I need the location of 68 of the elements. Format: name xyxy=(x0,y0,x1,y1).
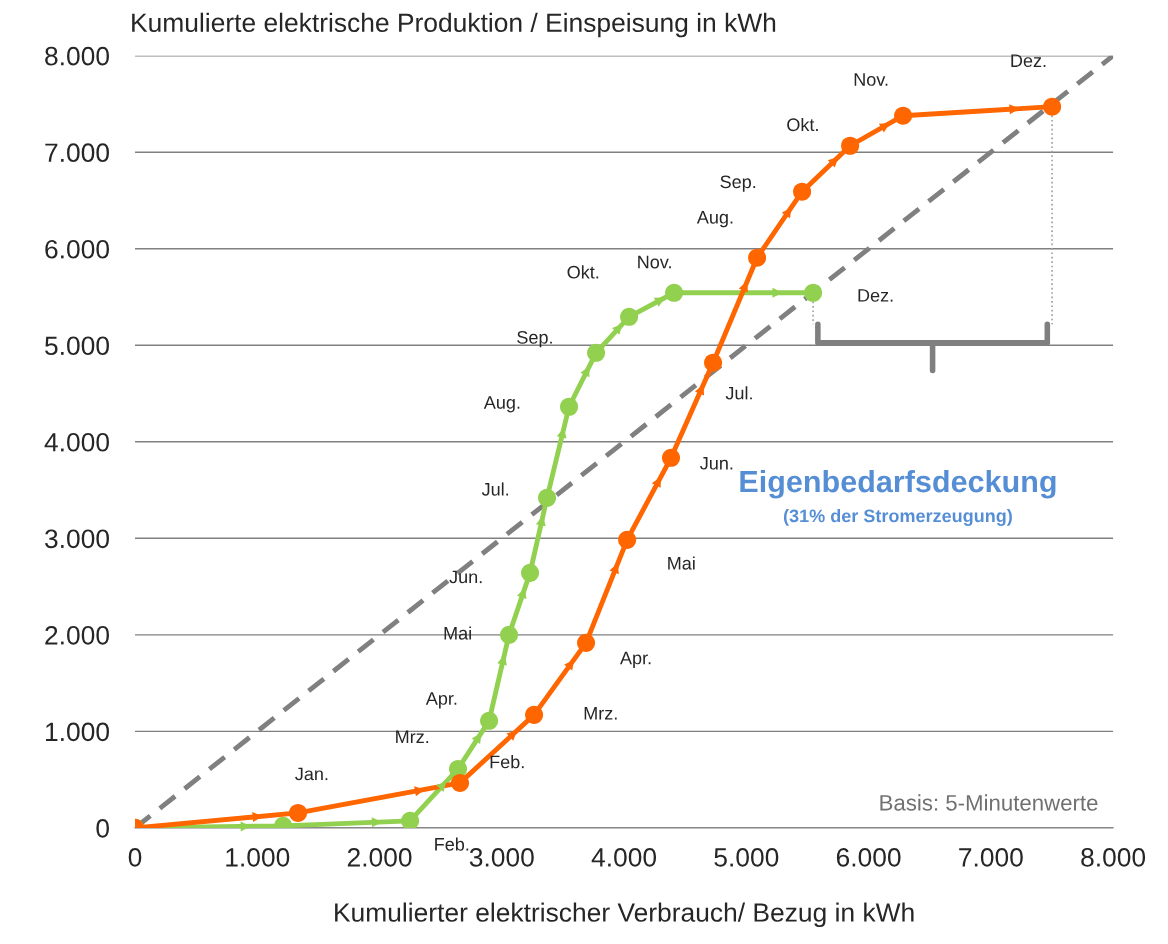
x-axis-title: Kumulierter elektrischer Verbrauch/ Bezug in kWh xyxy=(335,902,914,928)
point xyxy=(480,711,499,730)
y-tick-label: 8.000 xyxy=(45,46,109,66)
point xyxy=(618,530,637,549)
point xyxy=(661,448,681,467)
y-tick-label: 5.000 xyxy=(45,336,109,356)
point xyxy=(538,488,557,507)
annotation: Nov. xyxy=(854,73,888,86)
annotation: Nov. xyxy=(638,255,671,269)
annotation: (31% der Stromerzeugung) xyxy=(783,509,1012,526)
y-tick-label: 7.000 xyxy=(45,143,109,163)
annotation: Mrz. xyxy=(584,707,617,720)
point xyxy=(841,136,860,155)
x-tick-label: 1.000 xyxy=(226,848,290,867)
x-tick-label: 0 xyxy=(128,848,142,867)
y-tick-label: 3.000 xyxy=(45,529,109,549)
x-tick-label: 6.000 xyxy=(836,848,901,867)
point xyxy=(525,705,544,724)
annotation: Sep. xyxy=(517,330,552,348)
x-tick-label: 4.000 xyxy=(591,848,657,867)
annotation: Apr. xyxy=(620,651,651,668)
annotation: Aug. xyxy=(696,211,733,228)
annotation: Jun. xyxy=(700,457,733,470)
point xyxy=(560,397,579,416)
y-tick-label: 2.000 xyxy=(45,625,109,645)
x-tick-label: 3.000 xyxy=(469,848,534,867)
annotation: Apr. xyxy=(425,692,457,709)
point xyxy=(804,283,823,302)
y-tick-label: 6.000 xyxy=(45,239,109,259)
annotation: Mrz. xyxy=(396,730,429,744)
point xyxy=(587,343,606,362)
point xyxy=(748,248,767,267)
annotation: Feb. xyxy=(435,837,469,851)
annotation: Okt. xyxy=(787,117,818,132)
annotation: Aug. xyxy=(483,396,520,413)
annotation: Dez. xyxy=(858,289,893,302)
x-tick-label: 7.000 xyxy=(959,848,1023,867)
point xyxy=(401,811,420,828)
y-tick-label: 0 xyxy=(96,819,109,838)
annotation: Feb. xyxy=(490,755,524,769)
y-tick-label: 4.000 xyxy=(44,432,109,452)
annotation: Jan. xyxy=(295,767,328,781)
point xyxy=(521,563,540,582)
annotation: Sep. xyxy=(720,175,756,192)
point xyxy=(577,633,596,652)
point xyxy=(665,283,684,302)
point xyxy=(704,353,723,372)
annotation: Dez. xyxy=(1011,54,1046,68)
annotation: Jun. xyxy=(449,570,482,584)
annotation: Basis: 5-Minutenwerte xyxy=(880,794,1098,811)
point xyxy=(288,803,308,822)
annotation: Eigenbedarfsdeckung xyxy=(740,469,1056,499)
point xyxy=(499,625,519,644)
point xyxy=(620,307,639,326)
y-tick-label: 1.000 xyxy=(46,722,109,742)
x-tick-label: 2.000 xyxy=(347,848,412,867)
annotation: Jul. xyxy=(725,386,752,400)
chart-title: Kumulierte elektrische Produktion / Einspeisung in kWh xyxy=(132,12,776,38)
annotation: Jul. xyxy=(481,482,509,496)
annotation: Okt. xyxy=(567,265,599,279)
point xyxy=(1043,97,1062,116)
annotation: Mai xyxy=(444,626,471,640)
point xyxy=(894,106,913,125)
x-tick-label: 8.000 xyxy=(1081,848,1146,867)
annotation: Mai xyxy=(668,556,695,570)
point xyxy=(793,182,812,201)
x-tick-label: 5.000 xyxy=(714,848,779,867)
point xyxy=(450,773,470,792)
